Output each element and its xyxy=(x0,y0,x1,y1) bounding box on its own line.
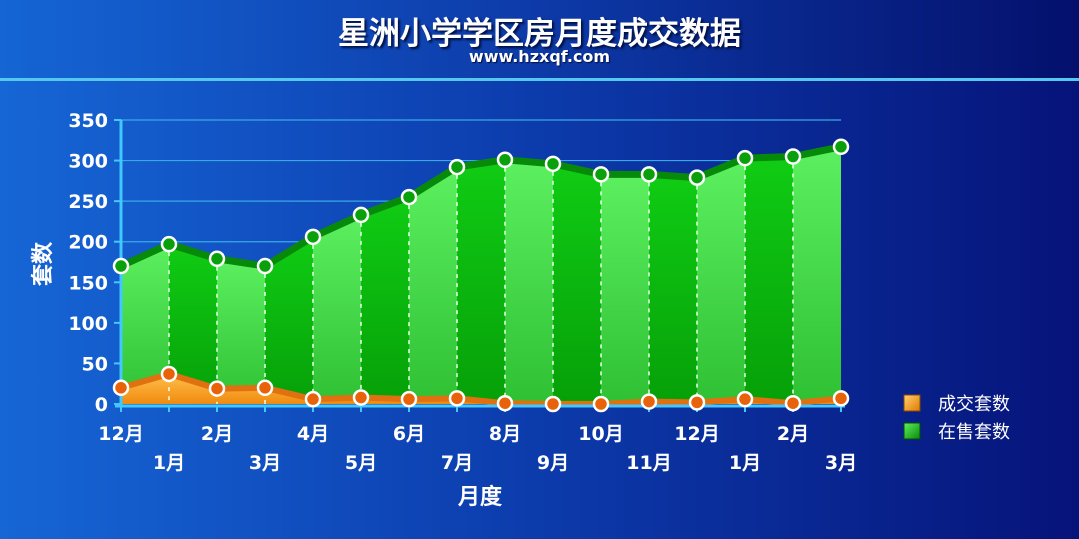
deal-point xyxy=(400,390,418,408)
sale-point xyxy=(832,138,850,156)
x-tick-label: 10月 xyxy=(578,423,623,445)
y-tick-label: 300 xyxy=(68,151,108,173)
line-layer xyxy=(119,143,842,407)
sale-point xyxy=(736,149,754,167)
legend-label-sale: 在售套数 xyxy=(938,422,1010,443)
sale-point xyxy=(448,158,466,176)
chart-header: 星洲小学学区房月度成交数据 www.hzxqf.com xyxy=(0,0,1079,81)
y-tick-label: 50 xyxy=(82,353,108,375)
deal-point xyxy=(160,365,178,383)
x-tick-label: 4月 xyxy=(297,423,329,445)
legend-swatch-sale xyxy=(903,422,921,440)
sale-area-segment xyxy=(793,146,841,404)
x-tick-label: 2月 xyxy=(201,423,233,445)
y-tick-label: 150 xyxy=(68,272,108,294)
sale-area-segment xyxy=(361,197,409,404)
sale-area-segment xyxy=(505,159,553,404)
sale-area-segment xyxy=(217,258,265,404)
deal-point xyxy=(688,394,706,411)
deal-point xyxy=(352,389,370,406)
deal-point xyxy=(640,393,658,410)
sale-area-segment xyxy=(697,158,745,404)
sale-point xyxy=(784,148,802,165)
y-tick-label: 200 xyxy=(68,232,108,254)
y-tick-label: 350 xyxy=(68,110,108,132)
y-tick-labels: 0 50 100 150 200 250 300 350 xyxy=(68,110,108,416)
sale-point xyxy=(112,257,130,275)
sale-area-segment xyxy=(601,174,649,404)
sale-area-segment xyxy=(649,174,697,404)
y-axis-title: 套数 xyxy=(30,241,56,286)
deal-point xyxy=(304,390,322,408)
marker-layer xyxy=(112,138,850,413)
x-tick-label: 3月 xyxy=(249,452,281,474)
x-tick-label: 8月 xyxy=(489,423,521,445)
deal-point xyxy=(496,394,514,412)
x-tick-label: 11月 xyxy=(626,452,671,474)
sale-area-layer xyxy=(121,146,841,404)
y-tick-label: 0 xyxy=(95,394,108,416)
deal-point xyxy=(592,395,610,413)
legend: 成交套数 在售套数 xyxy=(903,394,1010,443)
sale-point xyxy=(496,151,514,169)
sale-point xyxy=(304,228,322,246)
x-tick-label: 3月 xyxy=(825,452,857,474)
sale-point xyxy=(160,235,178,253)
legend-swatch-deal xyxy=(903,394,921,412)
x-tick-label: 9月 xyxy=(537,452,569,474)
x-tick-label: 1月 xyxy=(153,452,185,474)
x-axis-title: 月度 xyxy=(457,484,503,510)
sale-point xyxy=(640,166,658,183)
x-tick-label: 12月 xyxy=(674,423,719,445)
deal-point xyxy=(784,394,802,412)
x-tick-label: 1月 xyxy=(729,452,761,474)
x-tick-label: 6月 xyxy=(393,423,425,445)
sale-area-segment xyxy=(169,244,217,404)
sale-point xyxy=(400,188,418,206)
sale-series-line xyxy=(119,143,842,270)
x-tick-label: 2月 xyxy=(777,423,809,445)
deal-point xyxy=(832,390,850,407)
deal-series-line xyxy=(120,370,842,407)
y-tick-label: 100 xyxy=(68,313,108,335)
sale-area-segment xyxy=(265,236,313,404)
sale-point xyxy=(208,250,226,268)
deal-point xyxy=(208,380,226,397)
deal-point xyxy=(736,390,754,408)
legend-label-deal: 成交套数 xyxy=(938,394,1010,415)
sale-point xyxy=(688,169,706,186)
deal-point xyxy=(112,379,130,397)
sale-point xyxy=(544,155,562,173)
sale-area-segment xyxy=(409,167,457,404)
sale-area-segment xyxy=(553,163,601,404)
chart-title: 星洲小学学区房月度成交数据 xyxy=(338,16,741,52)
deal-point xyxy=(448,390,466,407)
sale-point xyxy=(352,206,370,224)
sale-area-segment xyxy=(745,156,793,404)
sale-point xyxy=(256,257,274,275)
deal-point xyxy=(256,379,274,397)
x-tick-label: 5月 xyxy=(345,452,377,474)
deal-point xyxy=(544,395,562,413)
sale-area-segment xyxy=(121,244,169,404)
y-tick-label: 250 xyxy=(68,191,108,213)
chart-subtitle: www.hzxqf.com xyxy=(468,47,611,66)
sale-area-segment xyxy=(457,159,505,404)
sale-area-segment xyxy=(313,214,361,404)
sale-point xyxy=(592,166,610,183)
x-tick-label: 12月 xyxy=(98,423,143,445)
x-tick-label: 7月 xyxy=(441,452,473,474)
